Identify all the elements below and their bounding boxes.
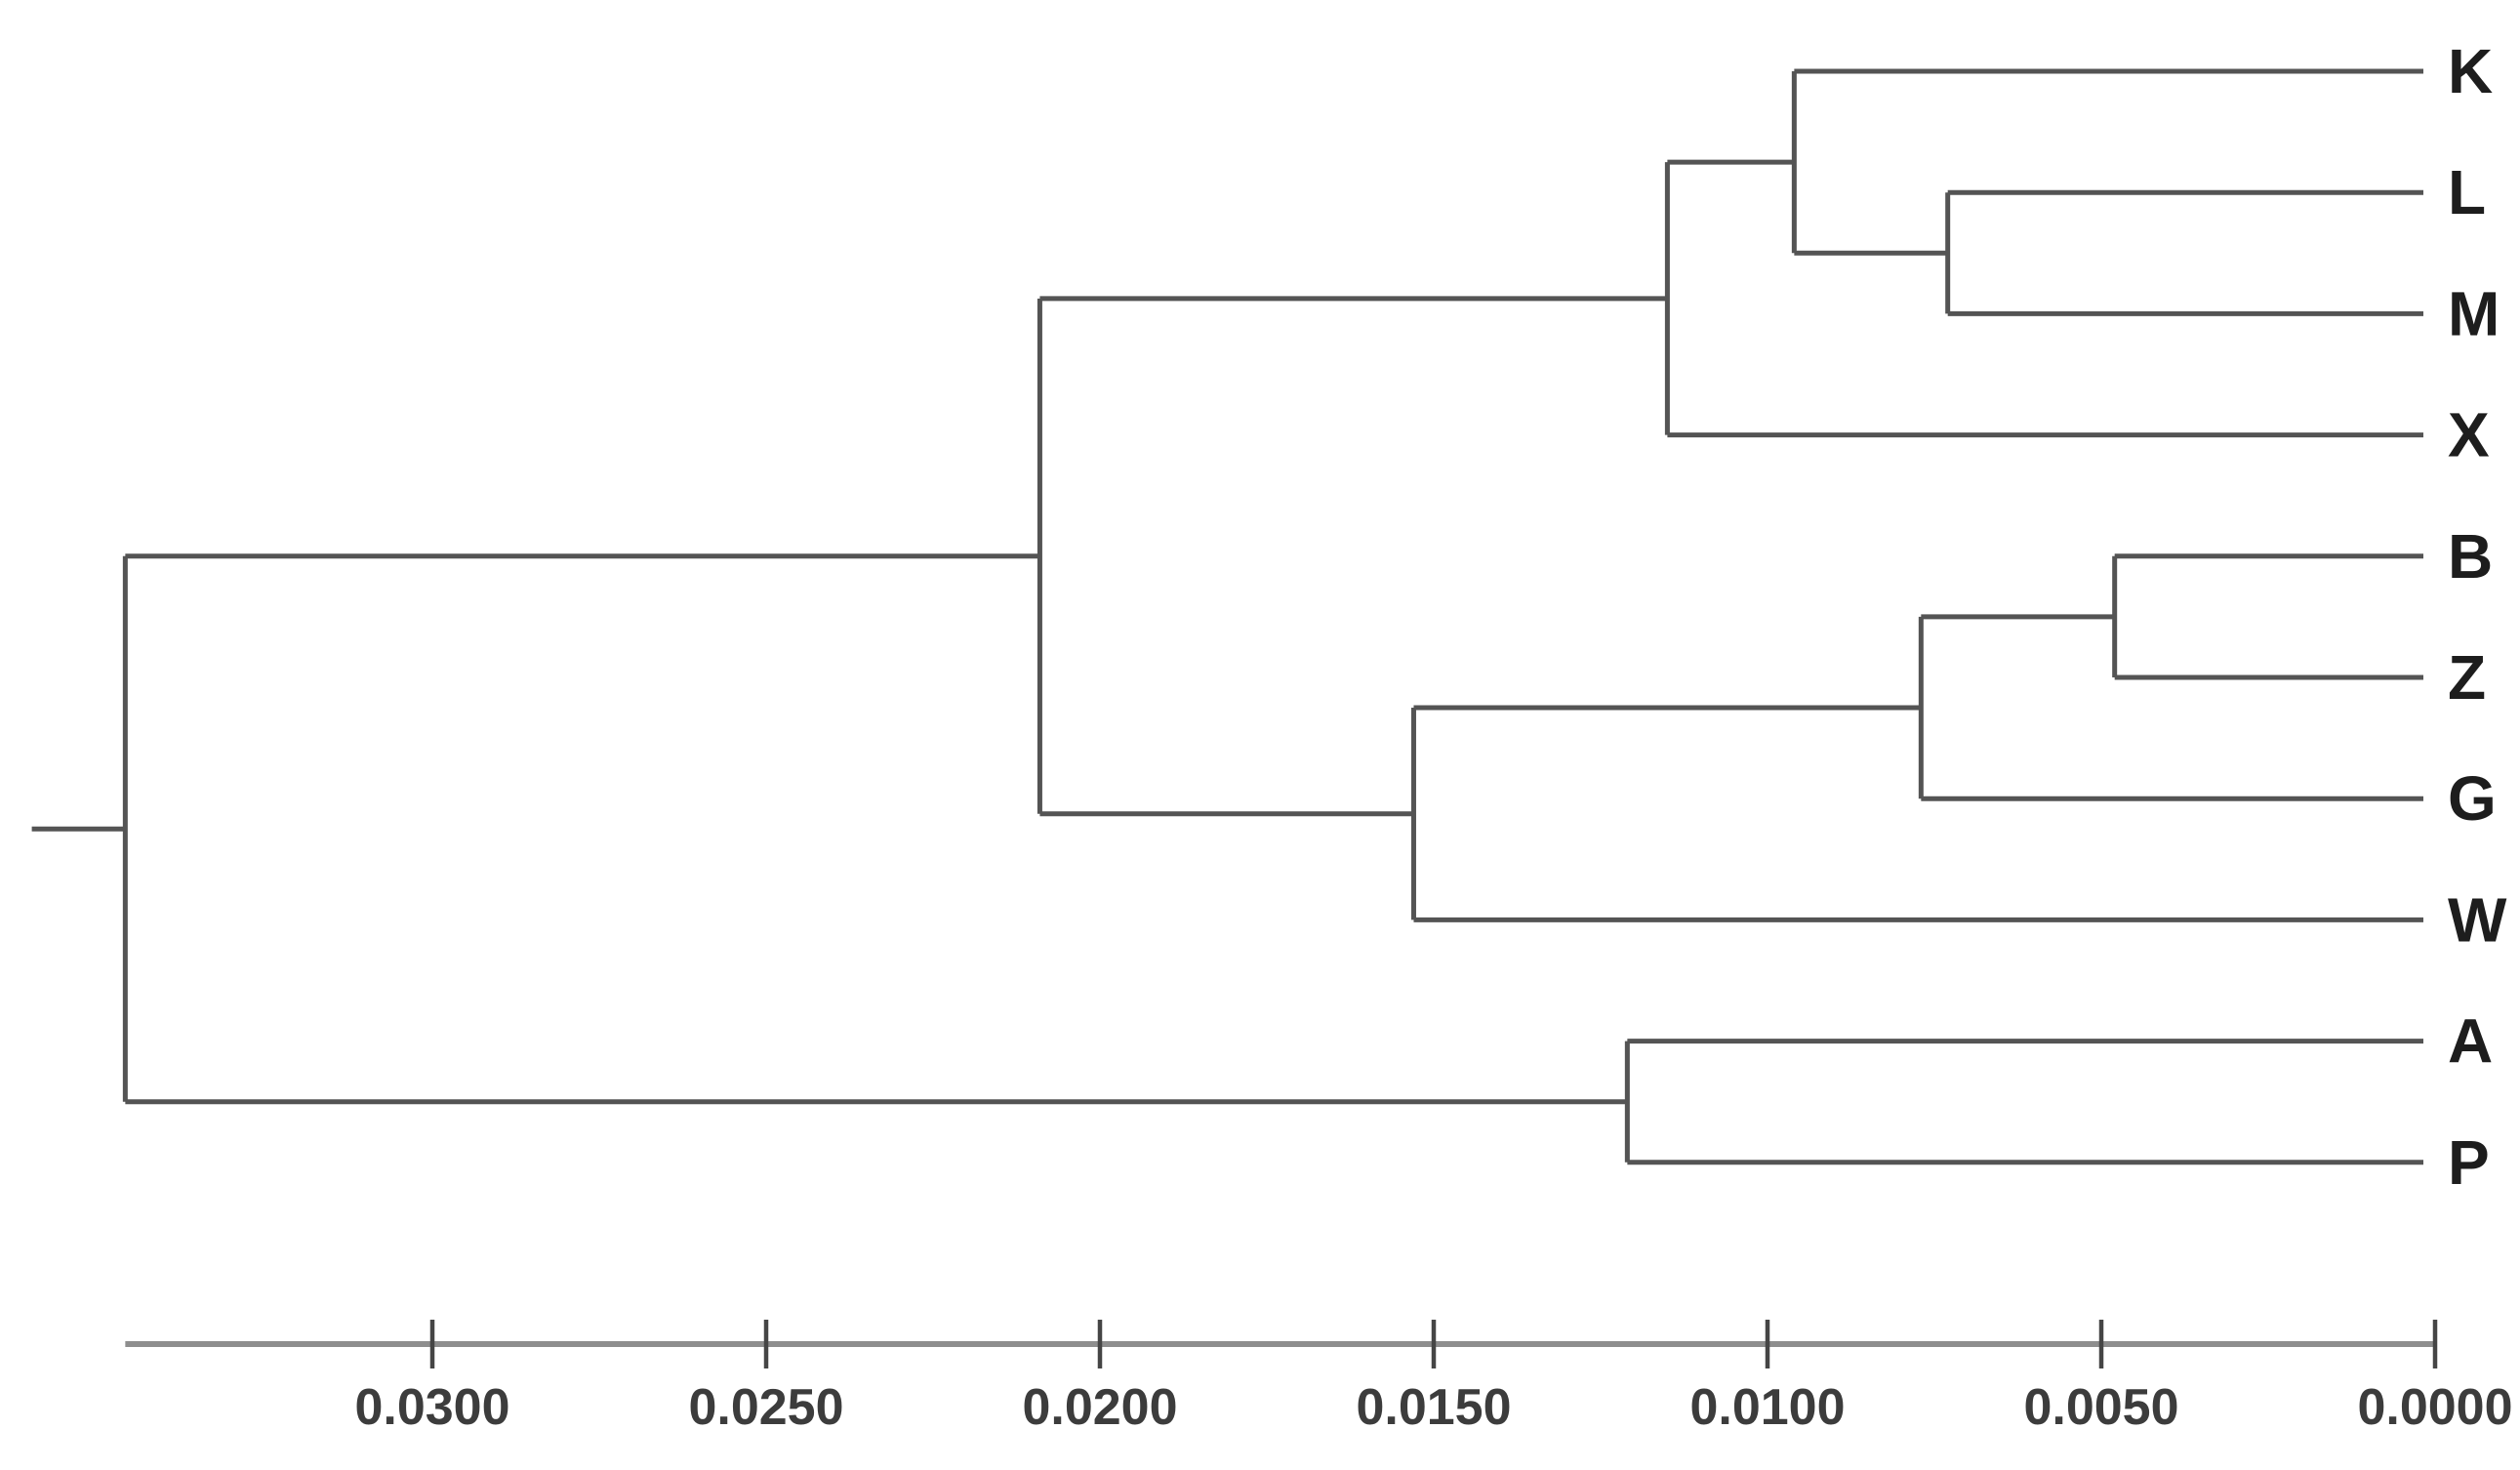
leaf-label-G: G: [2448, 763, 2497, 834]
leaf-label-B: B: [2448, 521, 2493, 592]
leaf-label-L: L: [2448, 157, 2486, 227]
leaf-label-X: X: [2448, 400, 2490, 470]
axis-tick-label-0.0250: 0.0250: [688, 1379, 843, 1436]
axis-tick-label-0.0150: 0.0150: [1356, 1379, 1511, 1436]
axis-tick-label-0.0000: 0.0000: [2357, 1379, 2512, 1436]
leaf-label-P: P: [2448, 1127, 2490, 1198]
axis-tick-label-0.0300: 0.0300: [354, 1379, 509, 1436]
axis-tick-label-0.0200: 0.0200: [1022, 1379, 1177, 1436]
leaf-label-W: W: [2448, 884, 2507, 955]
axis-tick-label-0.0050: 0.0050: [2023, 1379, 2178, 1436]
leaf-label-A: A: [2448, 1006, 2493, 1077]
axis-tick-label-0.0100: 0.0100: [1689, 1379, 1845, 1436]
leaf-label-Z: Z: [2448, 642, 2486, 713]
leaf-label-K: K: [2448, 36, 2493, 106]
leaf-label-M: M: [2448, 278, 2500, 348]
